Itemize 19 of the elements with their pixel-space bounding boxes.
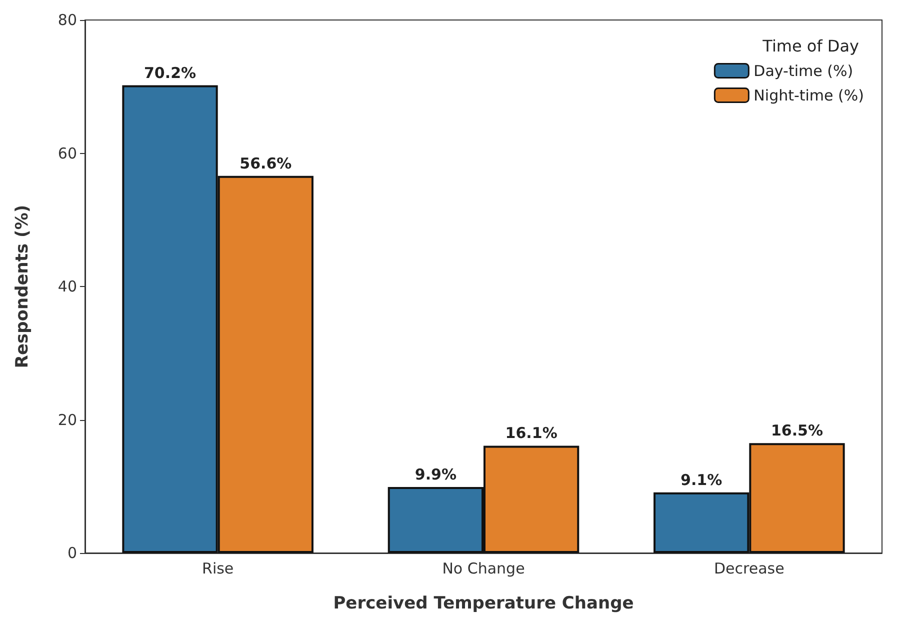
legend-label: Night-time (%) xyxy=(754,86,864,104)
y-axis-title: Respondents (%) xyxy=(12,204,32,368)
x-tick-label: Rise xyxy=(202,560,234,578)
x-tick-label: Decrease xyxy=(714,560,784,578)
legend-label: Day-time (%) xyxy=(754,62,854,80)
x-axis-title: Perceived Temperature Change xyxy=(333,594,634,614)
y-tick-label: 60 xyxy=(58,144,77,162)
data-label: 16.5% xyxy=(770,422,824,440)
data-label: 56.6% xyxy=(240,154,292,172)
y-tick-label: 0 xyxy=(67,544,77,562)
x-tick-label: No Change xyxy=(442,560,525,578)
data-label: 16.1% xyxy=(505,424,558,442)
data-label: 9.1% xyxy=(680,470,722,489)
data-label: 70.2% xyxy=(144,64,196,82)
y-tick-label: 20 xyxy=(58,410,77,429)
y-tick-label: 80 xyxy=(58,11,77,29)
data-label: 9.9% xyxy=(414,466,456,484)
legend-title: Time of Day xyxy=(762,36,859,56)
y-tick-label: 40 xyxy=(58,278,77,296)
